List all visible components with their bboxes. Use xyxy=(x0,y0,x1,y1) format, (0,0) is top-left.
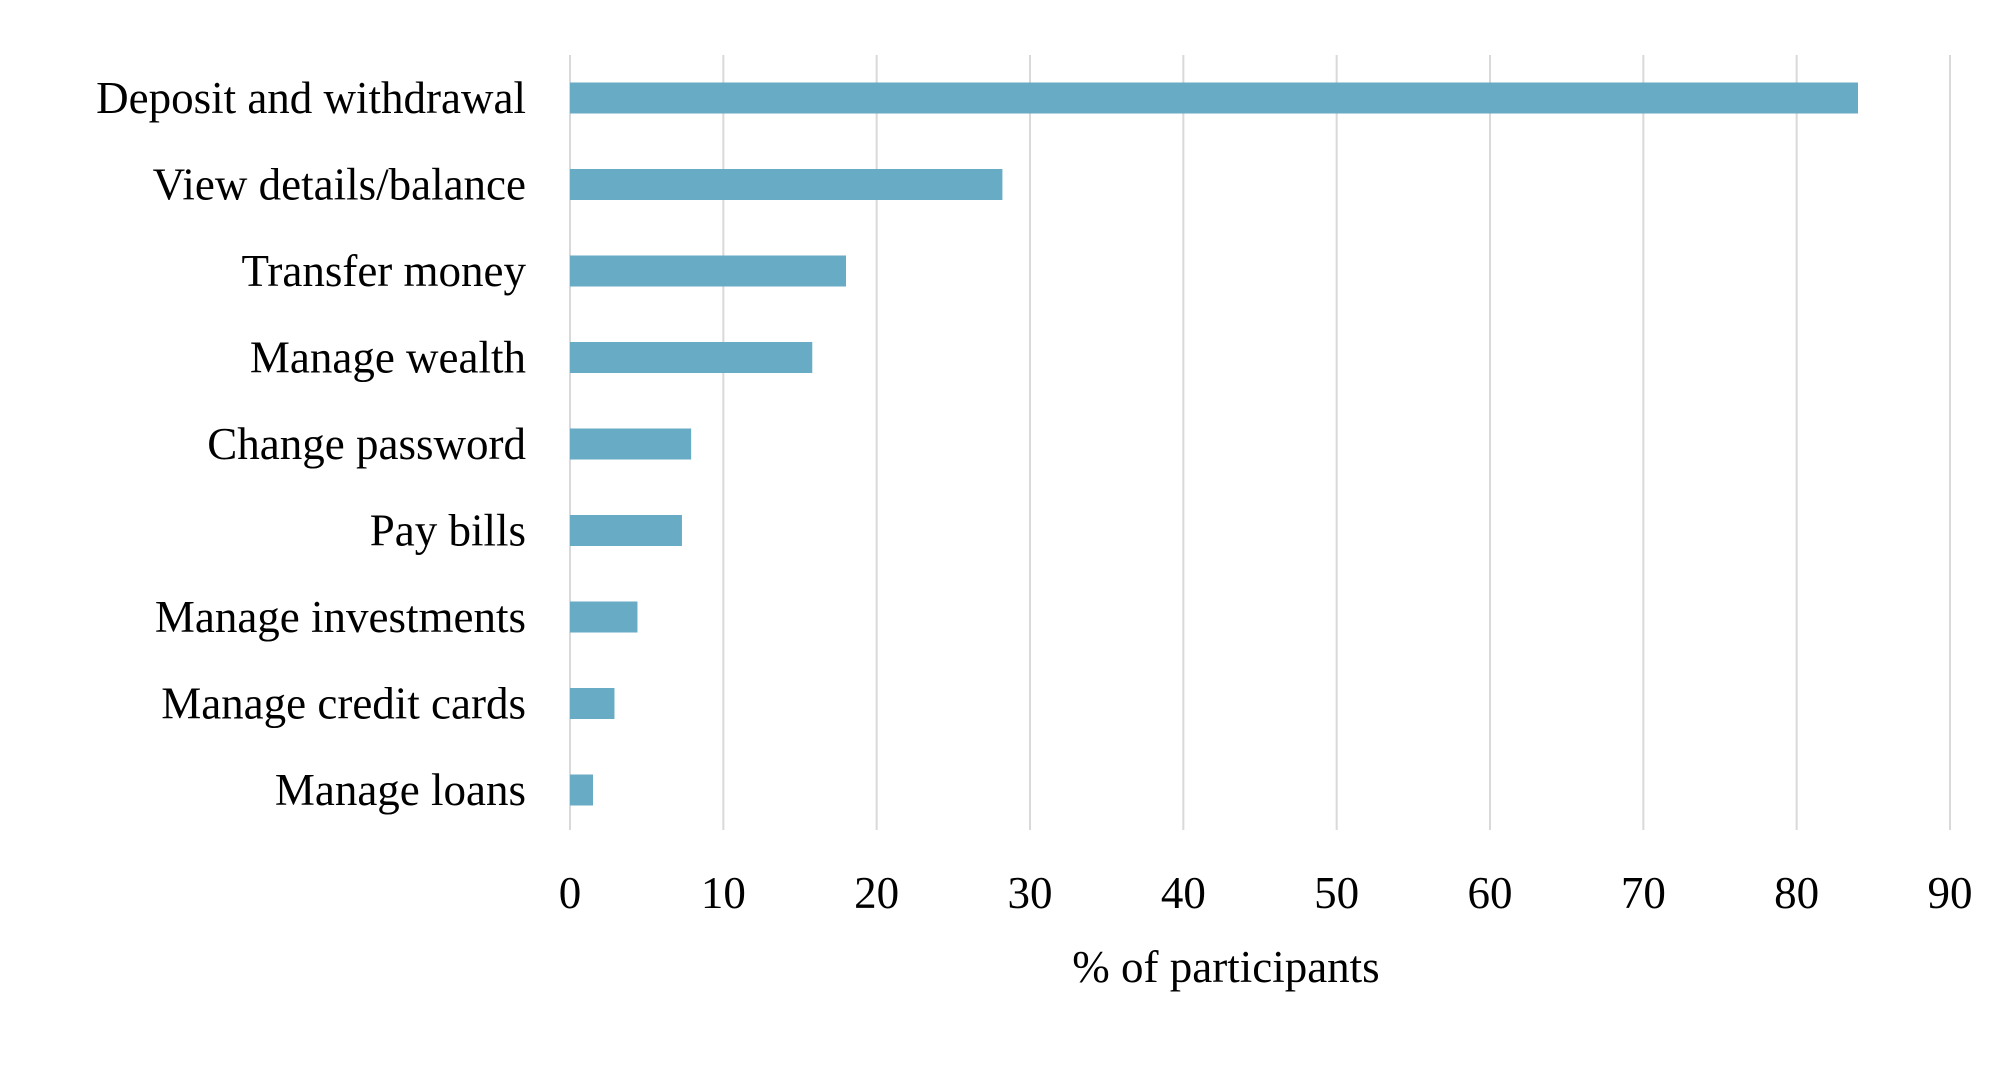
category-label: View details/balance xyxy=(153,160,526,210)
x-tick-label: 40 xyxy=(1161,868,1206,918)
x-tick-labels: 0 10 20 30 40 50 60 70 80 90 xyxy=(559,868,1973,918)
x-tick-label: 0 xyxy=(559,868,582,918)
bar xyxy=(570,255,846,287)
x-tick-label: 60 xyxy=(1468,868,1513,918)
bar xyxy=(570,515,682,546)
x-tick-label: 90 xyxy=(1928,868,1973,918)
x-tick-label: 10 xyxy=(701,868,746,918)
bar xyxy=(570,774,593,806)
category-labels: Deposit and withdrawal View details/balan… xyxy=(96,73,526,815)
category-label: Manage wealth xyxy=(250,333,526,383)
bar xyxy=(570,169,1003,200)
category-label: Deposit and withdrawal xyxy=(96,73,526,123)
category-label: Transfer money xyxy=(241,246,526,296)
x-tick-label: 30 xyxy=(1008,868,1053,918)
x-tick-label: 50 xyxy=(1314,868,1359,918)
category-label: Pay bills xyxy=(370,506,526,556)
category-label: Manage credit cards xyxy=(161,679,526,729)
bar xyxy=(570,342,813,373)
category-label: Manage investments xyxy=(155,592,526,642)
bar xyxy=(570,428,692,460)
bar xyxy=(570,688,615,719)
category-label: Manage loans xyxy=(275,765,526,815)
x-tick-label: 20 xyxy=(854,868,899,918)
bar xyxy=(570,82,1858,114)
x-tick-label: 70 xyxy=(1621,868,1666,918)
x-tick-label: 80 xyxy=(1774,868,1819,918)
category-label: Change password xyxy=(207,419,526,469)
bars xyxy=(570,82,1858,806)
bar xyxy=(570,601,638,633)
x-axis-title: % of participants xyxy=(1072,942,1379,992)
